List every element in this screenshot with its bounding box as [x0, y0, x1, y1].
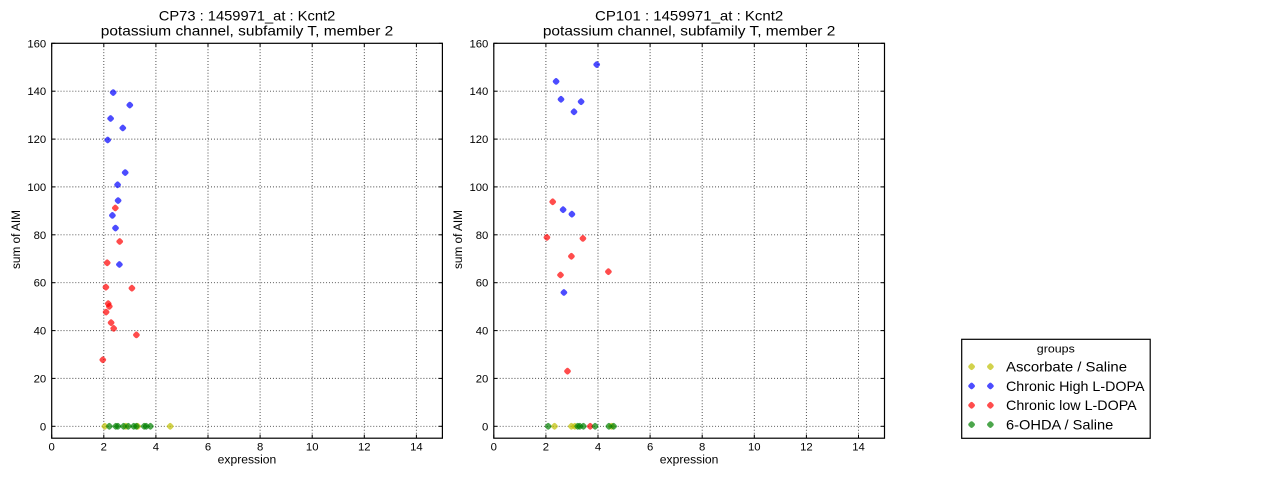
- svg-text:12: 12: [800, 441, 813, 453]
- svg-text:160: 160: [469, 38, 488, 50]
- svg-text:160: 160: [27, 38, 46, 50]
- svg-text:0: 0: [491, 441, 497, 453]
- svg-text:CP73 : 1459971_at : Kcnt2: CP73 : 1459971_at : Kcnt2: [159, 8, 336, 24]
- svg-text:0: 0: [482, 421, 488, 433]
- svg-text:expression: expression: [660, 455, 719, 467]
- svg-text:120: 120: [27, 134, 46, 146]
- svg-text:100: 100: [469, 182, 488, 194]
- svg-text:CP101 : 1459971_at : Kcnt2: CP101 : 1459971_at : Kcnt2: [595, 8, 783, 24]
- svg-text:140: 140: [469, 86, 488, 98]
- svg-text:4: 4: [153, 441, 159, 453]
- svg-text:20: 20: [34, 373, 47, 385]
- svg-text:40: 40: [476, 326, 489, 338]
- svg-text:Ascorbate / Saline: Ascorbate / Saline: [1006, 359, 1127, 375]
- svg-text:expression: expression: [218, 455, 277, 467]
- svg-text:14: 14: [852, 441, 865, 453]
- svg-text:8: 8: [257, 441, 263, 453]
- svg-text:Chronic low L-DOPA: Chronic low L-DOPA: [1006, 397, 1137, 413]
- svg-text:100: 100: [27, 182, 46, 194]
- svg-text:4: 4: [595, 441, 601, 453]
- svg-text:8: 8: [699, 441, 705, 453]
- svg-text:80: 80: [34, 230, 47, 242]
- svg-text:sum of AIM: sum of AIM: [453, 210, 465, 269]
- svg-text:Chronic High L-DOPA: Chronic High L-DOPA: [1006, 378, 1145, 394]
- svg-text:60: 60: [476, 278, 489, 290]
- svg-text:0: 0: [49, 441, 55, 453]
- svg-text:potassium channel, subfamily T: potassium channel, subfamily T, member 2: [543, 23, 836, 39]
- svg-text:groups: groups: [1037, 343, 1075, 355]
- svg-text:12: 12: [358, 441, 371, 453]
- svg-text:6: 6: [205, 441, 211, 453]
- svg-text:6-OHDA / Saline: 6-OHDA / Saline: [1006, 417, 1114, 433]
- svg-text:120: 120: [469, 134, 488, 146]
- svg-text:6: 6: [647, 441, 653, 453]
- svg-text:10: 10: [748, 441, 761, 453]
- svg-text:10: 10: [306, 441, 319, 453]
- svg-text:sum of AIM: sum of AIM: [11, 210, 23, 269]
- svg-text:140: 140: [27, 86, 46, 98]
- svg-text:20: 20: [476, 373, 489, 385]
- svg-text:potassium channel, subfamily T: potassium channel, subfamily T, member 2: [101, 23, 394, 39]
- svg-text:0: 0: [40, 421, 46, 433]
- svg-text:14: 14: [410, 441, 423, 453]
- svg-text:60: 60: [34, 278, 47, 290]
- svg-text:80: 80: [476, 230, 489, 242]
- svg-text:2: 2: [101, 441, 107, 453]
- svg-text:40: 40: [34, 326, 47, 338]
- svg-text:2: 2: [543, 441, 549, 453]
